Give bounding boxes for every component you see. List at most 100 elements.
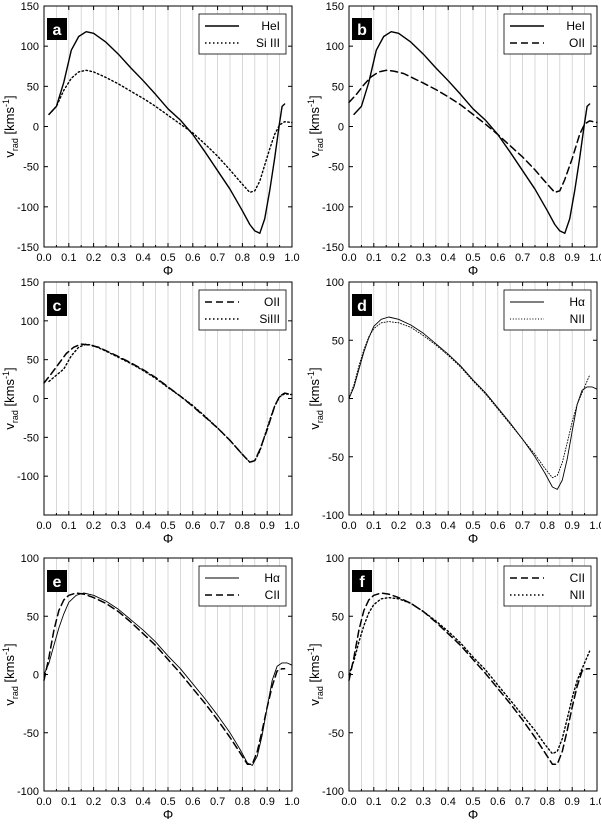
x-tick-label: 1.0 xyxy=(284,252,299,264)
chart-panel-f: 0.0 0.1 0.2 0.3 0.4 0.5 0.6 0.7 0.8 0.9 1.0 -100 -50… xyxy=(306,553,601,822)
series-line-siiii xyxy=(48,343,293,463)
y-axis-label: vrad [kms-1] xyxy=(306,367,325,429)
x-tick-label: 0.9 xyxy=(565,520,580,532)
panel-label: d xyxy=(357,298,367,315)
y-tick-label: -100 xyxy=(322,510,344,522)
x-axis-label: Φ xyxy=(468,531,478,546)
x-tick-label: 0.5 xyxy=(465,520,480,532)
y-tick-label: 100 xyxy=(326,277,344,289)
x-tick-label: 0.6 xyxy=(185,520,200,532)
y-tick-label: -100 xyxy=(17,786,39,798)
y-tick-label: 0 xyxy=(33,122,39,134)
x-tick-label: 0.5 xyxy=(160,252,175,264)
x-tick-label: 0.5 xyxy=(465,252,480,264)
x-tick-label: 0.2 xyxy=(86,520,101,532)
y-tick-label: -100 xyxy=(17,471,39,483)
x-tick-label: 0.8 xyxy=(235,252,250,264)
panel-label-badge xyxy=(352,18,372,40)
x-tick-label: 0.2 xyxy=(391,252,406,264)
y-tick-label: 100 xyxy=(21,316,39,328)
y-tick-label: -150 xyxy=(322,242,344,254)
series-line-hα xyxy=(348,316,598,490)
x-tick-label: 0.0 xyxy=(36,796,51,808)
y-tick-label: -50 xyxy=(23,728,39,740)
y-tick-label: -100 xyxy=(322,786,344,798)
x-tick-label: 0.9 xyxy=(565,252,580,264)
chart-panel-e: 0.0 0.1 0.2 0.3 0.4 0.5 0.6 0.7 0.8 0.9 1.0 -100 -50… xyxy=(1,553,300,822)
legend-label: HeI xyxy=(566,19,585,33)
legend-label: NII xyxy=(570,588,585,602)
legend-label: NII xyxy=(570,312,585,326)
x-tick-label: 0.3 xyxy=(111,796,126,808)
y-tick-label: 0 xyxy=(338,122,344,134)
x-tick-label: 0.5 xyxy=(160,520,175,532)
x-tick-label: 0.8 xyxy=(540,252,555,264)
x-tick-label: 0.0 xyxy=(36,520,51,532)
legend-label: CII xyxy=(265,588,280,602)
x-tick-label: 0.9 xyxy=(260,252,275,264)
x-tick-label: 0.5 xyxy=(160,796,175,808)
x-tick-label: 0.8 xyxy=(235,796,250,808)
x-tick-label: 0.1 xyxy=(61,520,76,532)
panel-label: c xyxy=(53,298,62,315)
series-line-hei xyxy=(353,31,591,234)
x-tick-label: 0.8 xyxy=(235,520,250,532)
legend-box xyxy=(503,13,592,55)
x-tick-label: 0.9 xyxy=(565,796,580,808)
x-axis-label: Φ xyxy=(468,807,478,822)
y-tick-label: 0 xyxy=(338,670,344,682)
y-tick-label: -50 xyxy=(328,728,344,740)
x-tick-label: 0.6 xyxy=(490,796,505,808)
series-line-nii xyxy=(348,321,591,479)
x-axis-label: Φ xyxy=(163,263,173,278)
panel-label: f xyxy=(359,574,365,591)
series-line-nii xyxy=(348,596,591,755)
x-tick-label: 0.0 xyxy=(341,796,356,808)
chart-panel-d: 0.0 0.1 0.2 0.3 0.4 0.5 0.6 0.7 0.8 0.9 1.0 -100 -50… xyxy=(306,277,601,546)
x-tick-label: 0.6 xyxy=(185,252,200,264)
x-tick-label: 0.1 xyxy=(61,252,76,264)
y-tick-label: -100 xyxy=(322,202,344,214)
x-tick-label: 0.4 xyxy=(136,252,151,264)
x-tick-label: 1.0 xyxy=(589,252,601,264)
y-tick-label: -150 xyxy=(17,242,39,254)
legend-label: HeI xyxy=(261,19,280,33)
x-tick-label: 0.9 xyxy=(260,796,275,808)
x-tick-label: 0.1 xyxy=(366,252,381,264)
y-axis-label: vrad [kms-1] xyxy=(1,95,20,157)
legend-box xyxy=(198,13,287,55)
y-tick-label: -50 xyxy=(328,452,344,464)
y-tick-label: 50 xyxy=(332,335,344,347)
x-tick-label: 0.4 xyxy=(136,796,151,808)
x-tick-label: 0.4 xyxy=(441,796,456,808)
y-tick-label: 50 xyxy=(332,611,344,623)
y-tick-label: 150 xyxy=(21,277,39,289)
y-axis-label: vrad [kms-1] xyxy=(306,95,325,157)
panel-label-badge xyxy=(352,570,372,592)
x-tick-label: 0.6 xyxy=(185,796,200,808)
x-axis-label: Φ xyxy=(468,263,478,278)
legend-box xyxy=(198,565,287,607)
x-tick-label: 0.4 xyxy=(136,520,151,532)
x-tick-label: 1.0 xyxy=(589,520,601,532)
legend-label: CII xyxy=(570,571,585,585)
legend-box xyxy=(198,289,287,331)
x-tick-label: 0.2 xyxy=(86,252,101,264)
x-tick-label: 0.2 xyxy=(391,520,406,532)
x-tick-label: 0.3 xyxy=(111,520,126,532)
x-tick-label: 0.7 xyxy=(515,252,530,264)
y-tick-label: 0 xyxy=(33,670,39,682)
x-tick-label: 0.1 xyxy=(366,796,381,808)
y-tick-label: 0 xyxy=(33,394,39,406)
series-line-hei xyxy=(48,31,286,234)
y-tick-label: 150 xyxy=(326,1,344,13)
panel-label-badge xyxy=(47,570,67,592)
legend-label: OII xyxy=(264,295,280,309)
x-tick-label: 1.0 xyxy=(284,796,299,808)
legend-box xyxy=(503,289,592,331)
y-tick-label: 50 xyxy=(27,611,39,623)
x-tick-label: 0.0 xyxy=(341,520,356,532)
series-line-cii xyxy=(43,592,286,765)
chart-panel-c: 0.0 0.1 0.2 0.3 0.4 0.5 0.6 0.7 0.8 0.9 1.0 -100 -50… xyxy=(1,277,300,546)
